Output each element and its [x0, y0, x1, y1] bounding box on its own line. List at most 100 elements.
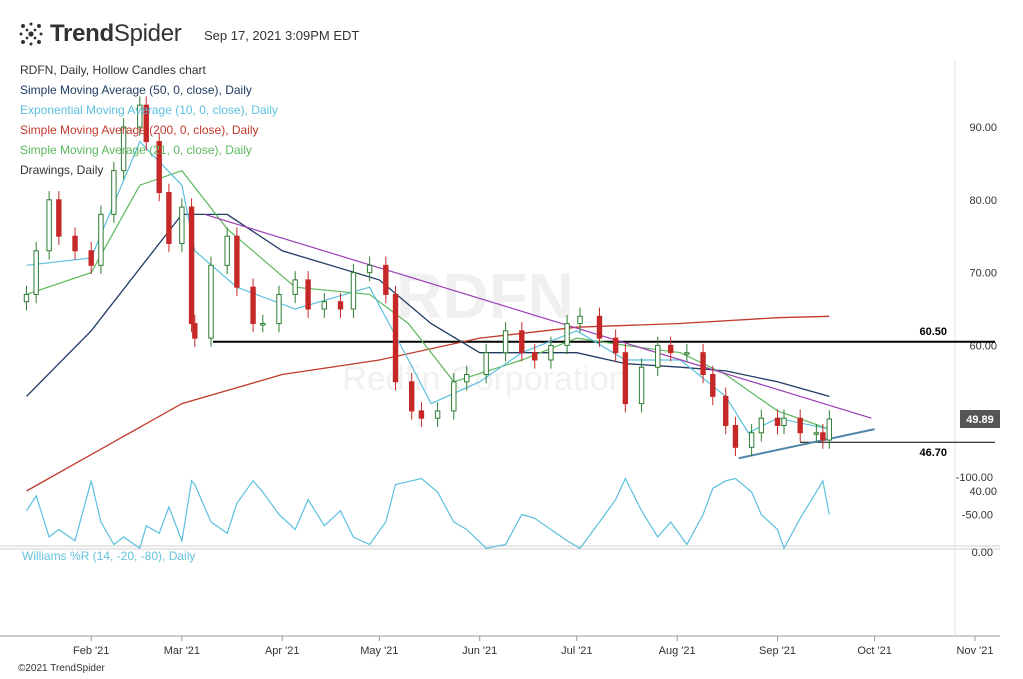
- candle-body: [166, 192, 172, 244]
- candle-body: [156, 141, 162, 194]
- candle-body: [622, 352, 629, 405]
- candle-body: [192, 323, 198, 339]
- candle-body: [638, 366, 645, 405]
- x-tick-label: May '21: [360, 645, 398, 657]
- y-tick-label: 90.00: [969, 122, 997, 134]
- legend-item[interactable]: Simple Moving Average (200, 0, close), D…: [20, 123, 259, 137]
- candle-body: [224, 235, 230, 266]
- brand-logo: TrendSpider: [18, 20, 182, 48]
- williams-y-tick-label: 0.00: [972, 547, 993, 559]
- last-price-tag: [960, 410, 1000, 429]
- candle-body: [409, 381, 415, 412]
- candle-body: [250, 286, 256, 325]
- candle-body: [23, 293, 30, 303]
- williams-r-line: [25, 477, 830, 550]
- trendline: [204, 213, 872, 419]
- legend-item[interactable]: Simple Moving Average (21, 0, close), Da…: [20, 143, 252, 157]
- candle-body: [208, 264, 214, 339]
- candle-body: [781, 417, 787, 426]
- candle-body: [826, 418, 833, 441]
- candle-body: [434, 410, 441, 419]
- candle-body: [137, 104, 143, 128]
- level-label-60-50: 60.50: [919, 326, 947, 338]
- candle-body: [813, 432, 820, 435]
- candle-body: [234, 235, 240, 288]
- candle-body: [667, 344, 674, 354]
- candle-body: [260, 323, 266, 326]
- candle-body: [111, 170, 117, 215]
- copyright: ©2021 TrendSpider: [18, 663, 105, 674]
- legend-item[interactable]: Exponential Moving Average (10, 0, close…: [20, 103, 278, 117]
- x-tick-label: Oct '21: [857, 645, 892, 657]
- trendspider-logo-icon: [19, 22, 43, 46]
- x-tick-label: Nov '21: [957, 645, 994, 657]
- candle-body: [392, 293, 399, 383]
- candle-body: [383, 264, 389, 295]
- williams-y-tick-label: -100.00: [956, 472, 993, 484]
- candle-body: [700, 352, 706, 376]
- candle-body: [179, 206, 185, 244]
- brand-name: TrendSpider: [50, 20, 182, 47]
- y-tick-label: 80.00: [969, 195, 997, 207]
- candle-body: [723, 395, 729, 426]
- candle-body: [464, 374, 470, 383]
- candle-body: [305, 279, 311, 310]
- candle-body: [612, 337, 619, 354]
- candle-body: [577, 315, 583, 325]
- x-tick-label: Jul '21: [561, 645, 592, 657]
- candle-body: [350, 272, 357, 310]
- trendline: [738, 428, 875, 460]
- y-tick-label: 70.00: [969, 268, 997, 280]
- x-tick-label: Apr '21: [265, 645, 300, 657]
- candle-body: [502, 330, 509, 354]
- timestamp: Sep 17, 2021 3:09PM EDT: [204, 28, 360, 43]
- candle-body: [732, 424, 739, 448]
- candle-body: [98, 213, 104, 266]
- candle-body: [774, 417, 781, 426]
- x-tick-label: Feb '21: [73, 645, 109, 657]
- x-tick-label: Jun '21: [462, 645, 497, 657]
- candle-body: [418, 410, 425, 419]
- level-label-46-70: 46.70: [919, 447, 947, 459]
- candle-body: [532, 352, 538, 361]
- y-tick-label: 40.00: [969, 486, 997, 498]
- candle-body: [483, 352, 489, 376]
- candle-body: [337, 301, 344, 310]
- candle-body: [72, 235, 78, 252]
- legend-item[interactable]: Drawings, Daily: [20, 163, 104, 177]
- watermark-symbol: RDFN: [396, 260, 574, 332]
- candle-body: [748, 432, 755, 448]
- candle-body: [292, 279, 298, 295]
- candle-body: [33, 250, 39, 295]
- candle-body: [56, 199, 62, 237]
- y-tick-label: 60.00: [969, 340, 997, 352]
- x-tick-label: Mar '21: [164, 645, 200, 657]
- candle-body: [655, 344, 661, 368]
- candle-body: [519, 330, 525, 354]
- candle-body: [596, 315, 603, 339]
- candle-body: [564, 323, 570, 346]
- chart-legend: RDFN, Daily, Hollow Candles chart Simple …: [20, 60, 278, 180]
- candle-body: [88, 250, 94, 266]
- candle-body: [366, 264, 373, 274]
- williams-r-label: Williams %R (14, -20, -80), Daily: [22, 549, 196, 563]
- x-tick-label: Aug '21: [659, 645, 696, 657]
- candle-body: [710, 374, 716, 397]
- candle-body: [188, 206, 195, 325]
- candle-body: [276, 293, 282, 325]
- candle-body: [684, 352, 690, 355]
- candle-body: [143, 104, 149, 143]
- candle-body: [451, 381, 457, 412]
- legend-item[interactable]: RDFN, Daily, Hollow Candles chart: [20, 63, 206, 77]
- candle-body: [820, 432, 826, 441]
- last-price-label: 49.89: [966, 414, 994, 426]
- legend-item[interactable]: Simple Moving Average (50, 0, close), Da…: [20, 83, 252, 97]
- candle-body: [758, 417, 765, 434]
- candle-body: [797, 417, 803, 434]
- candle-body: [120, 126, 127, 172]
- sma200-line: [26, 315, 830, 492]
- candle-body: [548, 344, 554, 361]
- candle-body: [321, 301, 328, 310]
- williams-y-tick-label: -50.00: [962, 510, 993, 522]
